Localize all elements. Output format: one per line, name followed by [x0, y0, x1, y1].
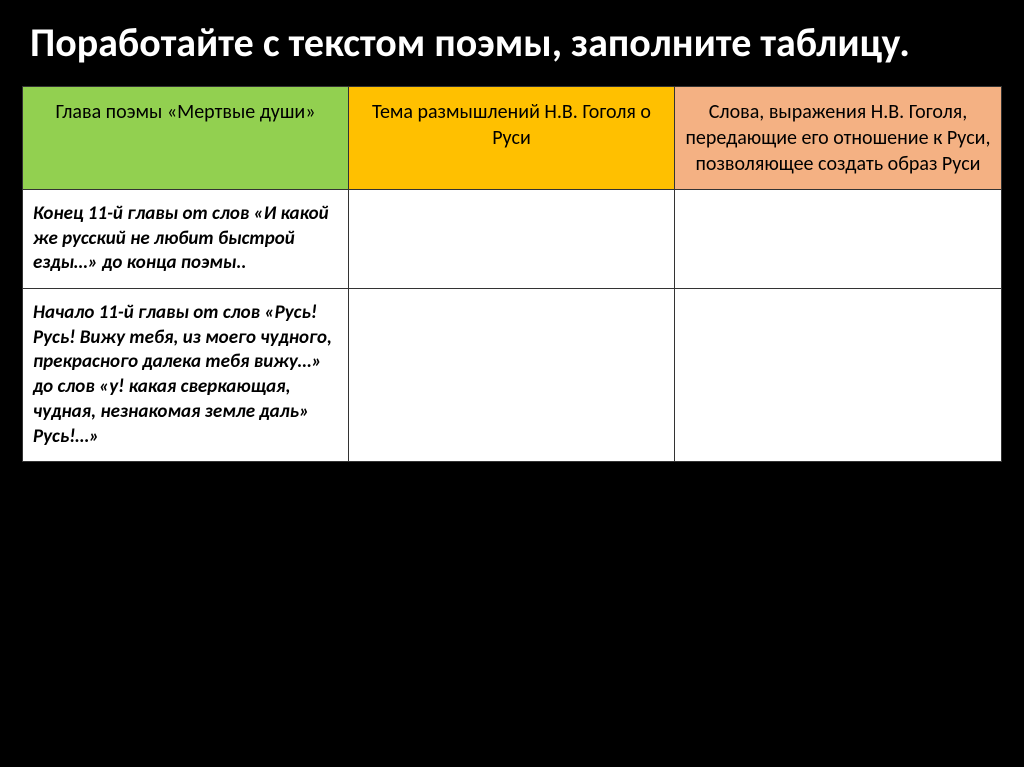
table-row: Конец 11-й главы от слов «И какой же рус…: [23, 190, 1002, 289]
cell-chapter-2: Начало 11-й главы от слов «Русь! Русь! В…: [23, 289, 349, 462]
cell-expressions-1: [675, 190, 1002, 289]
slide-title: Поработайте с текстом поэмы, заполните т…: [30, 18, 994, 68]
header-theme: Тема размышлений Н.В. Гоголя о Руси: [349, 87, 675, 190]
title-area: Поработайте с текстом поэмы, заполните т…: [0, 0, 1024, 86]
worksheet-table: Глава поэмы «Мертвые души» Тема размышле…: [22, 86, 1002, 462]
cell-expressions-2: [675, 289, 1002, 462]
table-row: Начало 11-й главы от слов «Русь! Русь! В…: [23, 289, 1002, 462]
table-container: Глава поэмы «Мертвые души» Тема размышле…: [22, 86, 1002, 462]
cell-chapter-1: Конец 11-й главы от слов «И какой же рус…: [23, 190, 349, 289]
cell-theme-2: [349, 289, 675, 462]
table-header-row: Глава поэмы «Мертвые души» Тема размышле…: [23, 87, 1002, 190]
header-expressions: Слова, выражения Н.В. Гоголя, передающие…: [675, 87, 1002, 190]
header-chapter: Глава поэмы «Мертвые души»: [23, 87, 349, 190]
cell-theme-1: [349, 190, 675, 289]
